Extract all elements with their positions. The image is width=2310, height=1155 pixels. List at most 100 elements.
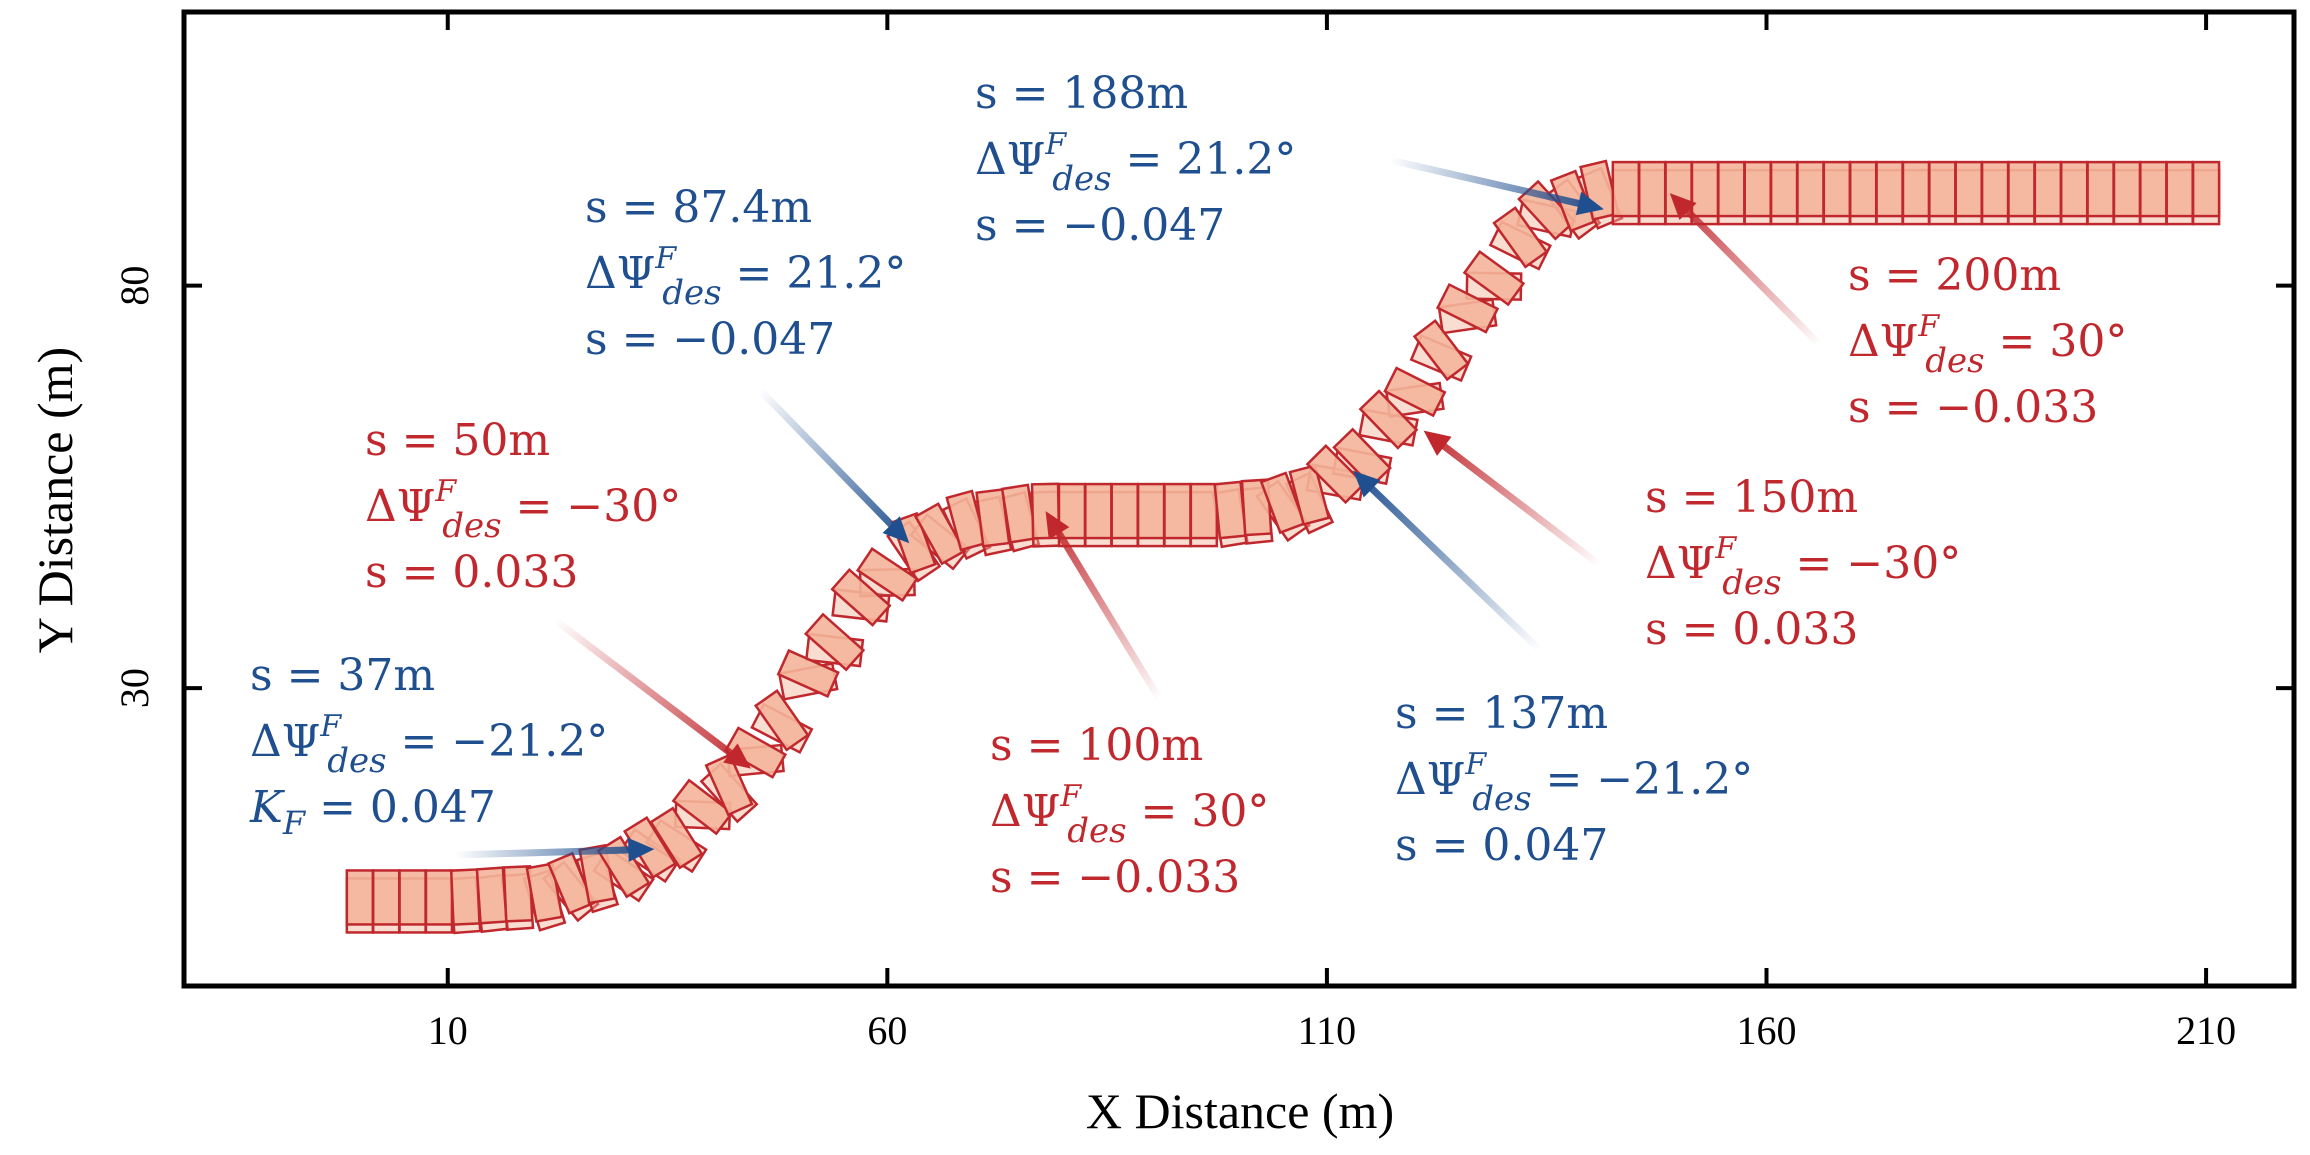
annotation-line: s = 0.033 — [1645, 604, 1858, 655]
vehicle-footprint — [475, 866, 508, 925]
vehicle-footprint — [1848, 160, 1878, 218]
annotation-line: ΔΨF des = 21.2° — [585, 241, 906, 313]
vehicle-footprint — [1110, 482, 1139, 540]
annotation-line: s = 188m — [975, 68, 1188, 119]
annotation-arrow-head — [1045, 511, 1070, 540]
annotation-arrow-head — [628, 837, 655, 862]
annotation-line: ΔΨF des = 21.2° — [975, 127, 1296, 199]
annotation-arrow-head — [1669, 193, 1697, 221]
vehicle-footprint — [855, 547, 919, 603]
vehicle-footprint — [1305, 444, 1366, 505]
vehicle-footprint — [1462, 249, 1526, 307]
annotation-arrow-shaft — [1679, 203, 1823, 348]
annotation-line: ΔΨF des = −30° — [1645, 531, 1961, 603]
plot-frame — [181, 9, 2297, 989]
annotation-arrow-shaft — [552, 617, 739, 761]
vehicle-footprint — [753, 689, 810, 752]
vehicle-footprint — [2086, 160, 2115, 218]
vehicle-footprint — [830, 568, 892, 627]
vehicle-footprint — [1136, 482, 1166, 540]
annotation-line: ΔΨF des = −21.2° — [250, 709, 608, 781]
annotation-arrow-head — [1423, 430, 1452, 456]
annotation-line: s = −0.033 — [1848, 382, 2098, 433]
vehicle-footprint — [2059, 160, 2089, 218]
annotation-line: s = 87.4m — [585, 182, 812, 233]
annotation-line: s = 37m — [250, 650, 435, 701]
vehicle-footprint — [1822, 160, 1852, 218]
annotation-line: s = 50m — [365, 415, 550, 466]
annotation-line: s = 137m — [1395, 688, 1608, 739]
annotation-arrow-shaft — [1435, 438, 1603, 568]
vehicle-footprint — [1769, 160, 1799, 218]
vehicle-footprint — [1717, 160, 1746, 218]
vehicle-footprint — [1980, 160, 2010, 218]
annotation-line: KF = 0.047 — [249, 782, 496, 842]
x-tick-label: 110 — [1298, 1008, 1357, 1053]
vehicle-footprint — [1928, 160, 1957, 218]
vehicle-footprint — [1690, 160, 1720, 218]
vehicle-footprint — [776, 648, 840, 698]
vehicle-footprint — [1163, 482, 1192, 540]
annotation-arrow-shaft — [1051, 524, 1163, 702]
x-tick-label: 210 — [2176, 1008, 2236, 1053]
vehicle-footprint — [371, 869, 401, 926]
vehicle-footprint — [913, 502, 967, 566]
vehicle-footprint — [1358, 389, 1419, 450]
annotation-arrow-shaft — [757, 387, 900, 533]
annotation-line: ΔΨF des = 30° — [990, 779, 1269, 851]
annotation-arrow-shaft — [1389, 156, 1588, 209]
vehicle-footprint — [1332, 427, 1392, 488]
x-tick-label: 160 — [1737, 1008, 1797, 1053]
vehicle-footprint — [2165, 160, 2194, 218]
y-tick-label: 80 — [112, 266, 157, 306]
vehicle-footprint — [723, 726, 788, 779]
vehicle-footprint — [546, 851, 595, 915]
annotation-line: ΔΨF des = 30° — [1848, 309, 2127, 381]
annotation-line: s = −0.033 — [990, 852, 1240, 903]
vehicle-footprint — [1213, 480, 1248, 540]
x-tick-label: 60 — [867, 1008, 907, 1053]
x-axis-title: X Distance (m) — [1086, 1083, 1394, 1139]
vehicle-footprint — [2033, 160, 2063, 218]
vehicle-footprint — [345, 869, 375, 926]
annotation-arrows — [454, 156, 1823, 862]
annotation-line: s = 150m — [1645, 472, 1858, 523]
annotation-arrow-shaft — [454, 846, 637, 859]
annotation-arrow-head — [1353, 470, 1381, 498]
x-tick-label: 10 — [428, 1008, 468, 1053]
annotation-line: s = 200m — [1848, 250, 2061, 301]
vehicle-footprint — [1637, 160, 1667, 218]
vehicle-footprint — [1084, 482, 1113, 540]
annotation-line: s = 0.033 — [365, 547, 578, 598]
vehicle-footprint — [1611, 160, 1641, 218]
annotation-arrow-head — [723, 743, 752, 769]
vehicle-footprint — [1383, 366, 1447, 418]
vehicle-footprint — [2139, 160, 2168, 218]
vehicle-footprint — [649, 806, 704, 870]
vehicle-footprint — [1259, 471, 1307, 535]
annotation-line: s = −0.047 — [975, 200, 1225, 251]
vehicle-footprint — [1743, 160, 1772, 218]
annotation-line: s = 0.047 — [1395, 820, 1608, 871]
vehicle-footprint — [1189, 482, 1219, 540]
annotation-arrow-head — [1575, 191, 1604, 216]
vehicle-footprint — [704, 753, 754, 817]
axis-ticks: 10 60 110 160 210 30 80 — [112, 12, 2294, 1053]
annotation-line: s = 100m — [990, 720, 1203, 771]
vehicle-footprint — [1288, 464, 1331, 526]
y-axis-title: Y Distance (m) — [27, 347, 83, 653]
vehicle-footprint — [398, 869, 427, 926]
vehicle-footprint — [424, 869, 454, 926]
vehicle-footprint — [2112, 160, 2142, 218]
annotation-line: ΔΨF des = −21.2° — [1395, 747, 1753, 819]
annotation-arrow-head — [882, 516, 910, 544]
y-tick-label: 30 — [112, 668, 157, 708]
vehicle-footprint — [1796, 160, 1825, 218]
vehicle-footprint — [2191, 160, 2221, 218]
vehicle-footprint — [2007, 160, 2036, 218]
vehicle-footprints — [345, 159, 2221, 935]
vehicle-footprint — [449, 868, 481, 926]
vehicle-footprint — [1412, 318, 1470, 382]
vehicle-footprint — [1954, 160, 1983, 218]
